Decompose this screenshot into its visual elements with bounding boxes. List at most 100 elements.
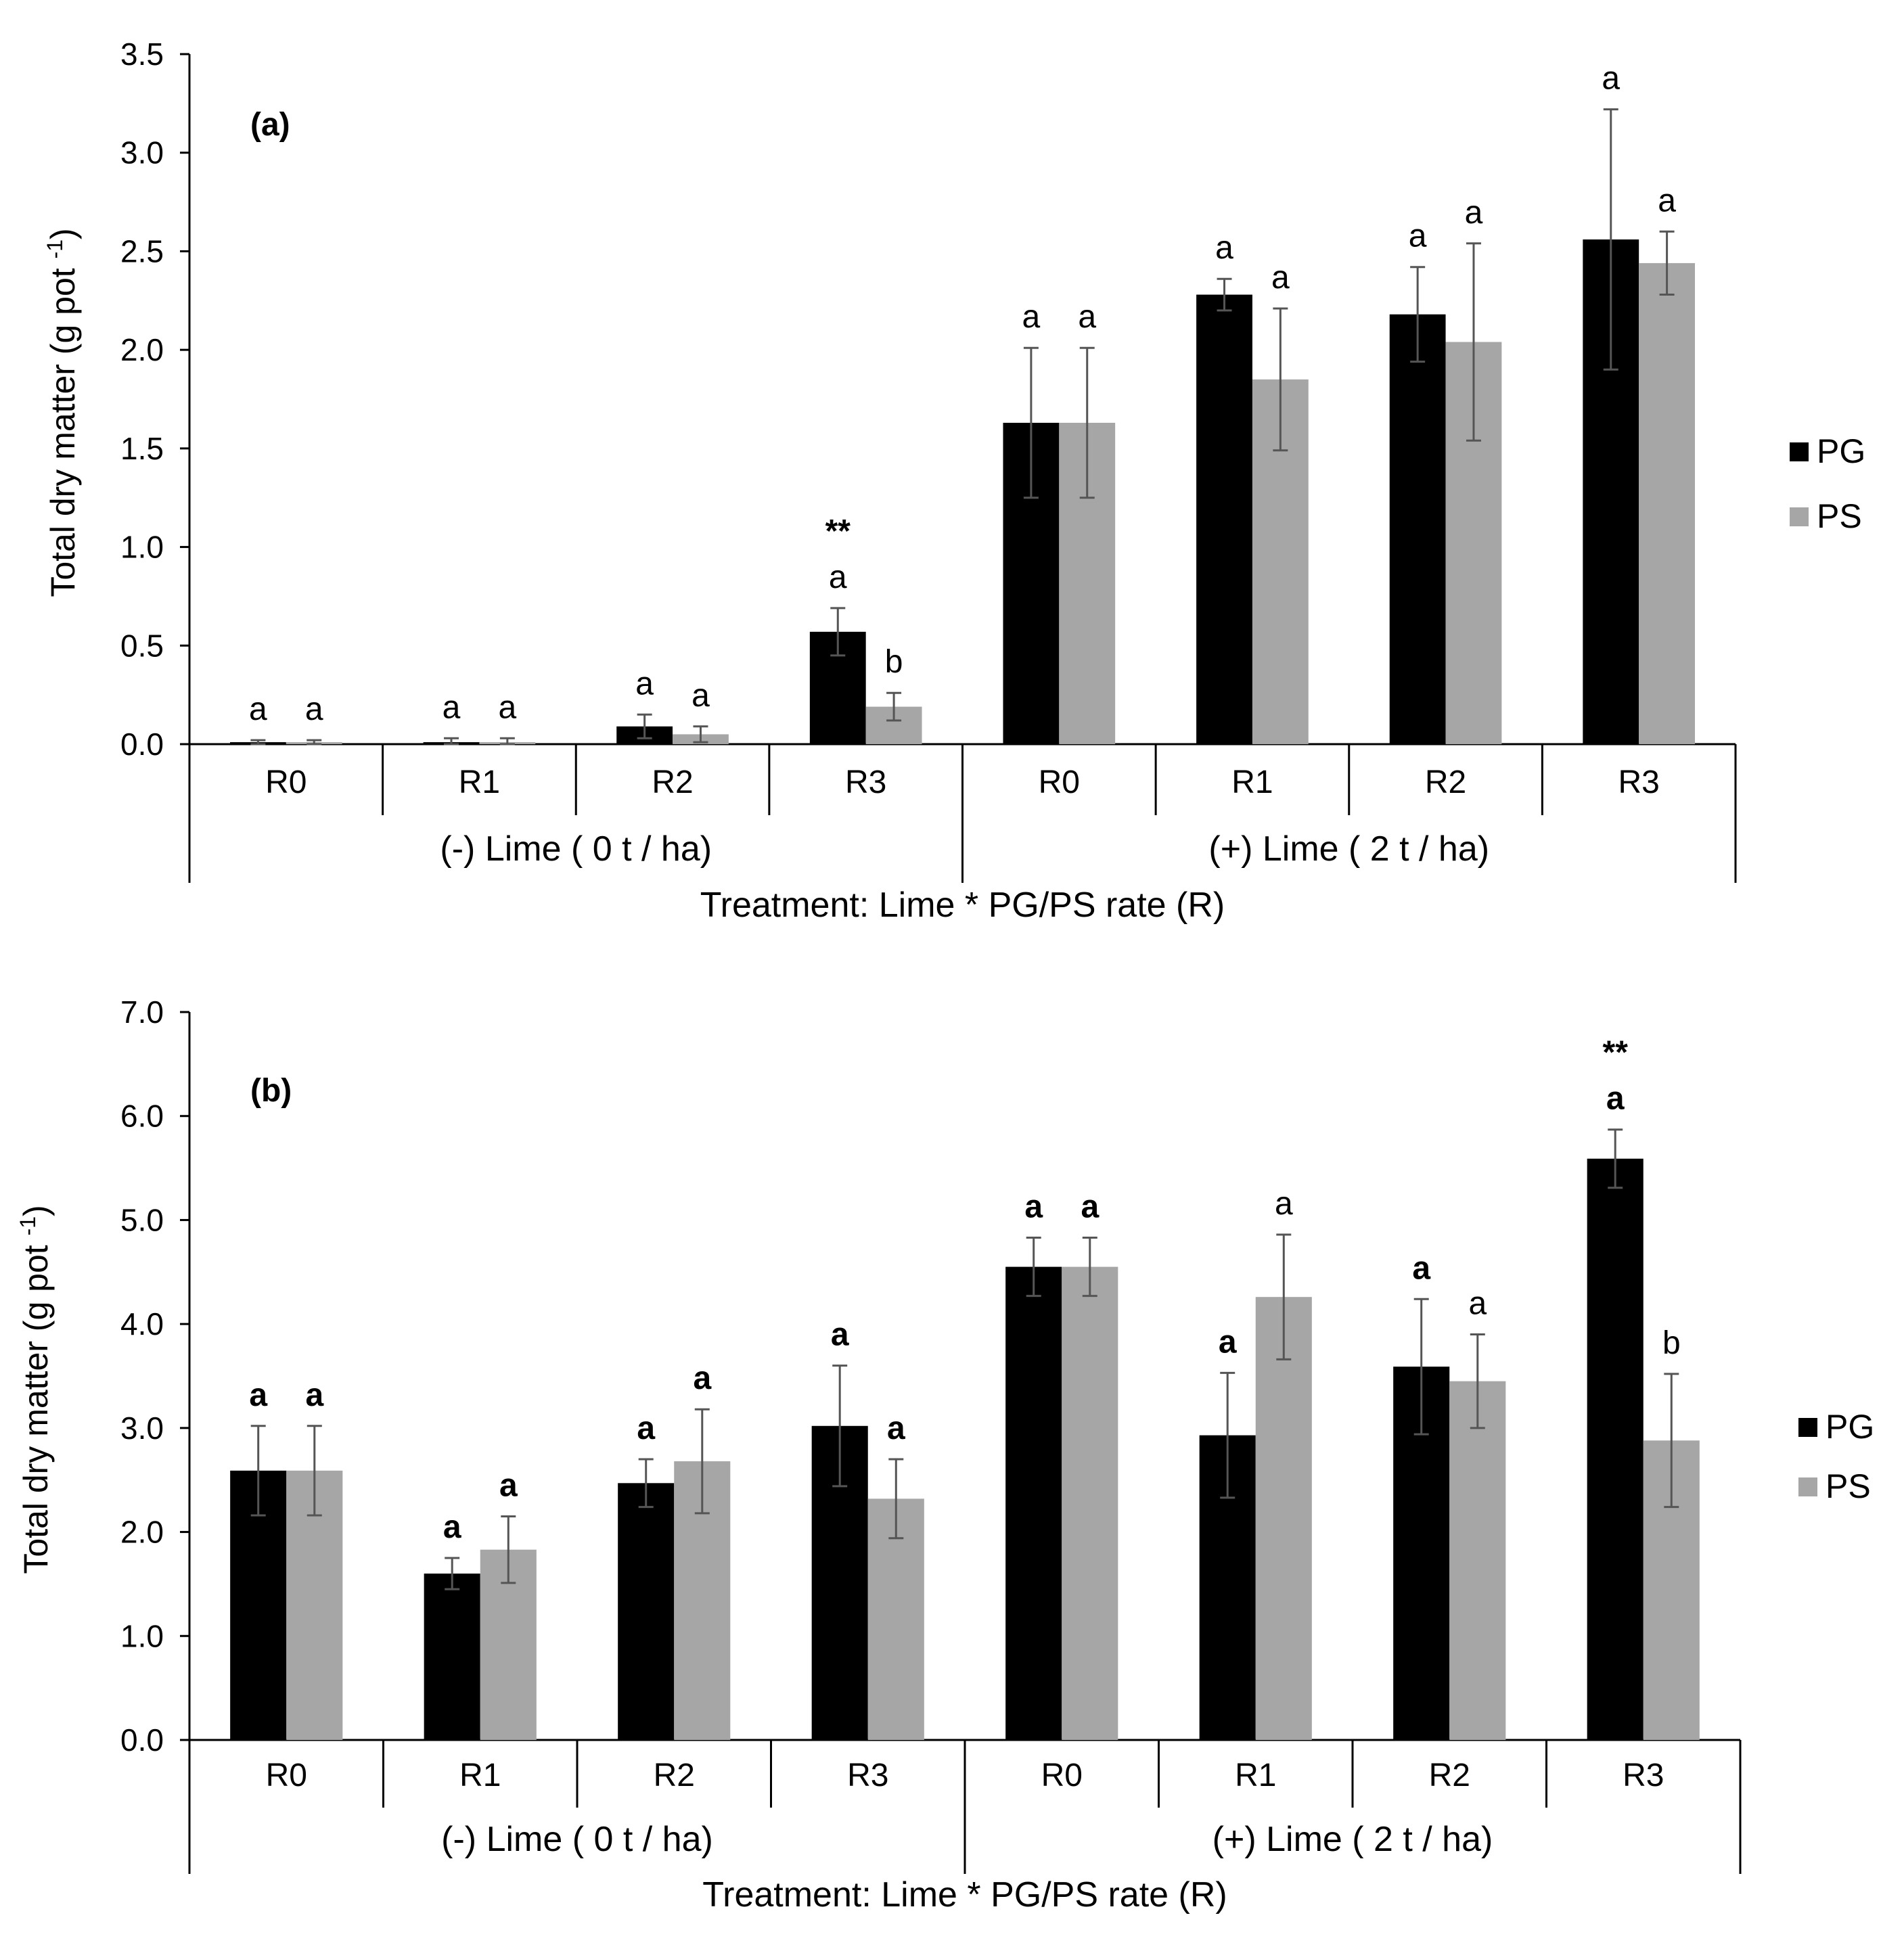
y-tick-label: 2.0 — [120, 1515, 164, 1550]
x-tick-label: R1 — [459, 764, 500, 800]
x-group-label: (-) Lime ( 0 t / ha) — [440, 829, 712, 869]
significance-letter: a — [1412, 1250, 1430, 1286]
bar-ps — [1062, 1266, 1118, 1740]
significance-letter: a — [249, 691, 267, 727]
significance-stars: ** — [825, 513, 851, 549]
significance-letter: a — [1468, 1286, 1487, 1322]
x-group-label: (+) Lime ( 2 t / ha) — [1208, 829, 1489, 869]
y-axis-title-close: ) — [17, 1205, 55, 1216]
x-tick-label: R2 — [654, 1758, 695, 1793]
bar-pg — [1196, 294, 1252, 744]
x-tick-label: R1 — [1231, 764, 1273, 800]
significance-letter: a — [1078, 299, 1096, 335]
y-tick-label: 1.0 — [120, 1618, 164, 1653]
significance-letter: a — [831, 1317, 849, 1353]
significance-stars: ** — [1603, 1035, 1629, 1071]
significance-letter: a — [305, 691, 323, 727]
significance-letter: a — [1022, 299, 1041, 335]
legend-swatch-ps — [1798, 1477, 1817, 1496]
significance-letter: a — [1606, 1081, 1625, 1117]
x-group-label: (-) Lime ( 0 t / ha) — [441, 1820, 713, 1859]
x-tick-label: R2 — [1425, 764, 1466, 800]
panel-label: (b) — [250, 1073, 292, 1109]
x-tick-label: R1 — [459, 1758, 501, 1793]
x-tick-label: R2 — [652, 764, 693, 800]
y-axis-title: Total dry matter (g pot -1) — [43, 228, 82, 597]
y-tick-label: 1.0 — [120, 530, 164, 565]
y-tick-label: 3.5 — [120, 37, 164, 72]
legend-label: PS — [1817, 497, 1862, 535]
significance-letter: a — [829, 559, 847, 595]
y-tick-label: 2.0 — [120, 332, 164, 367]
significance-letter: a — [1658, 183, 1676, 219]
bar-pg — [618, 1483, 675, 1740]
bar-pg — [424, 1574, 480, 1740]
significance-letter: b — [885, 644, 903, 680]
y-axis-title-close: ) — [44, 228, 82, 239]
legend-label: PG — [1817, 432, 1865, 470]
significance-letter: a — [443, 1509, 461, 1545]
significance-letter: a — [693, 1360, 711, 1396]
x-axis-title: Treatment: Lime * PG/PS rate (R) — [702, 1875, 1227, 1914]
significance-letter: a — [637, 1411, 655, 1446]
y-axis-title: Total dry matter (g pot -1) — [16, 1205, 55, 1574]
y-tick-label: 3.0 — [120, 1411, 164, 1446]
x-tick-label: R0 — [266, 1758, 307, 1793]
significance-letter: a — [887, 1411, 905, 1446]
significance-letter: a — [443, 689, 461, 725]
bar-pg — [1587, 1158, 1644, 1740]
bar-pg — [1005, 1266, 1062, 1740]
y-tick-label: 2.5 — [120, 233, 164, 269]
y-tick-label: 0.5 — [120, 628, 164, 663]
x-axis-title: Treatment: Lime * PG/PS rate (R) — [700, 886, 1225, 925]
significance-letter: a — [499, 1468, 518, 1504]
significance-letter: a — [1024, 1189, 1043, 1225]
y-tick-label: 7.0 — [120, 994, 164, 1030]
significance-letter: a — [249, 1377, 267, 1413]
x-tick-label: R3 — [847, 1758, 888, 1793]
x-tick-label: R0 — [265, 764, 307, 800]
bar-pg — [1389, 314, 1446, 745]
x-tick-label: R2 — [1429, 1758, 1470, 1793]
significance-letter: a — [1465, 195, 1483, 231]
significance-letter: a — [635, 666, 654, 702]
significance-letter: a — [1219, 1324, 1237, 1360]
bar-ps — [1449, 1381, 1506, 1740]
y-tick-label: 6.0 — [120, 1099, 164, 1134]
x-tick-label: R3 — [845, 764, 886, 800]
significance-letter: a — [1081, 1189, 1099, 1225]
x-tick-label: R0 — [1041, 1758, 1083, 1793]
x-tick-label: R1 — [1235, 1758, 1276, 1793]
legend-swatch-pg — [1790, 442, 1809, 461]
legend-label: PG — [1826, 1408, 1874, 1446]
chart-panel-a: 0.0 0.5 1.0 1.5 2.0 2.5 3.0 3.5 R0 R1 R2 R3 R0 R1 R2 R3… — [43, 37, 1865, 925]
x-tick-label: R0 — [1039, 764, 1080, 800]
chart-panel-b: 0.0 1.0 2.0 3.0 4.0 5.0 6.0 7.0 R0 R1 R2 R3 R0 R1 R2 R3… — [16, 994, 1874, 1914]
x-tick-label: R3 — [1618, 764, 1660, 800]
y-tick-label: 0.0 — [120, 727, 164, 762]
y-tick-label: 3.0 — [120, 135, 164, 170]
y-tick-label: 5.0 — [120, 1202, 164, 1237]
significance-letter: a — [1602, 61, 1620, 97]
legend-label: PS — [1826, 1467, 1871, 1505]
significance-letter: a — [1409, 219, 1427, 254]
significance-letter: a — [1215, 230, 1233, 266]
panel-label: (a) — [250, 107, 290, 143]
y-tick-label: 0.0 — [120, 1722, 164, 1758]
y-tick-label: 1.5 — [120, 431, 164, 466]
significance-letter: a — [305, 1377, 323, 1413]
significance-letter: b — [1662, 1325, 1681, 1361]
significance-letter: a — [1271, 260, 1290, 296]
y-axis-title-superscript: -1 — [16, 1216, 40, 1235]
significance-letter: a — [1275, 1186, 1293, 1222]
y-axis-title-text: Total dry matter (g pot — [17, 1235, 55, 1574]
significance-letter: a — [499, 689, 517, 725]
y-axis-title-text: Total dry matter (g pot — [44, 258, 82, 597]
y-tick-label: 4.0 — [120, 1306, 164, 1342]
y-axis-title-superscript: -1 — [43, 239, 67, 258]
legend-swatch-pg — [1798, 1418, 1817, 1437]
x-tick-label: R3 — [1623, 1758, 1664, 1793]
legend-swatch-ps — [1790, 507, 1809, 526]
significance-letter: a — [692, 678, 710, 714]
